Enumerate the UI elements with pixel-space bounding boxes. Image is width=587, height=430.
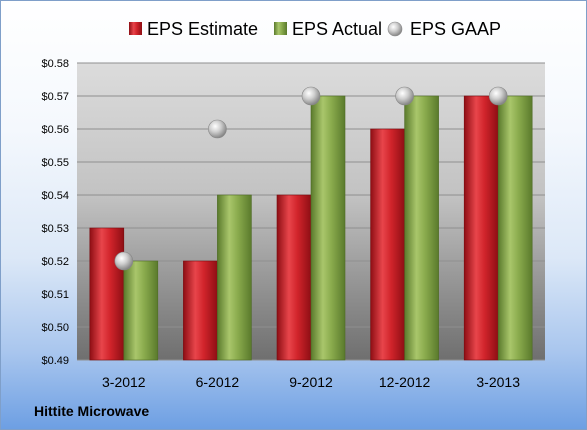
point-eps-gaap-6-2012 — [208, 119, 227, 139]
bar-eps-actual-3-2012 — [123, 260, 159, 361]
legend-label-eps-gaap: EPS GAAP — [410, 19, 501, 39]
y-tick-label: $0.51 — [41, 289, 69, 301]
point-eps-gaap-9-2012 — [301, 86, 321, 106]
y-tick-label: $0.58 — [41, 58, 69, 70]
y-tick-label: $0.50 — [41, 322, 69, 334]
legend: EPS Estimate EPS Actual EPS GAAP — [129, 19, 501, 39]
x-tick-label: 12-2012 — [379, 374, 431, 390]
company-name: Hittite Microwave — [34, 403, 149, 419]
bar-eps-estimate-3-2013 — [463, 95, 499, 361]
bar-eps-actual-12-2012 — [404, 95, 439, 361]
bar-eps-actual-6-2012 — [217, 194, 252, 361]
y-tick-label: $0.49 — [41, 355, 69, 367]
legend-swatch-eps-actual — [274, 22, 287, 35]
bar-eps-actual-3-2013 — [497, 95, 533, 361]
bar-eps-estimate-6-2012 — [183, 260, 218, 361]
x-tick-label: 3-2013 — [476, 374, 520, 390]
x-axis: 3-2012 6-2012 9-2012 12-2012 3-2013 — [102, 374, 520, 390]
y-tick-label: $0.55 — [41, 157, 69, 169]
bar-eps-estimate-9-2012 — [276, 194, 312, 361]
x-tick-label: 9-2012 — [289, 374, 333, 390]
point-eps-gaap-3-2012 — [114, 251, 134, 271]
legend-label-eps-actual: EPS Actual — [292, 19, 382, 39]
y-tick-label: $0.57 — [41, 91, 69, 103]
x-tick-label: 3-2012 — [102, 374, 146, 390]
y-axis: $0.49 $0.50 $0.51 $0.52 $0.53 $0.54 $0.55 $0.56… — [41, 58, 69, 367]
bar-eps-estimate-3-2012 — [89, 227, 125, 361]
y-tick-label: $0.54 — [41, 190, 69, 202]
bars — [89, 95, 533, 361]
y-tick-label: $0.56 — [41, 124, 69, 136]
x-tick-label: 6-2012 — [196, 374, 240, 390]
legend-label-eps-estimate: EPS Estimate — [147, 19, 258, 39]
legend-swatch-eps-estimate — [129, 22, 142, 35]
legend-marker-eps-gaap — [387, 21, 403, 37]
y-tick-label: $0.53 — [41, 223, 69, 235]
point-eps-gaap-3-2013 — [488, 86, 508, 106]
y-tick-label: $0.52 — [41, 256, 69, 268]
gaap-points — [114, 86, 508, 271]
bar-eps-estimate-12-2012 — [370, 128, 405, 361]
bar-eps-actual-9-2012 — [310, 95, 346, 361]
point-eps-gaap-12-2012 — [395, 86, 414, 106]
